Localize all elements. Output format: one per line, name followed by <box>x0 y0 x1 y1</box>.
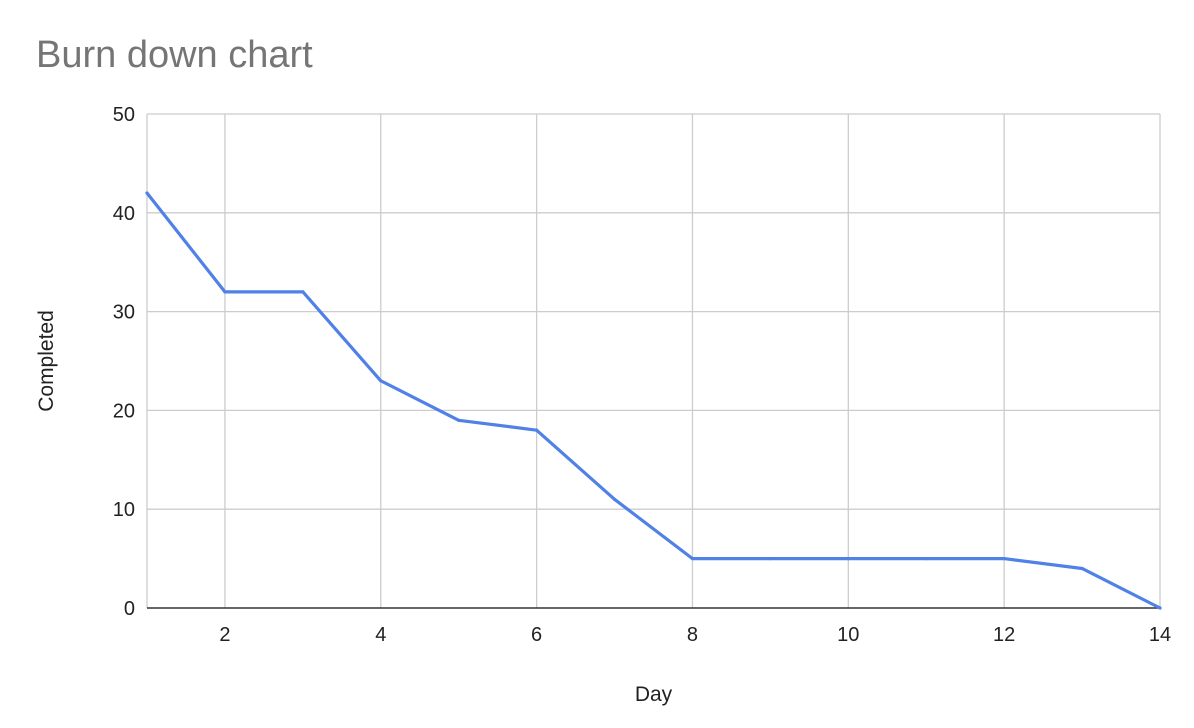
data-point <box>612 497 617 501</box>
data-point <box>924 557 928 561</box>
x-tick-label: 12 <box>993 624 1015 646</box>
data-point <box>846 557 850 561</box>
data-point <box>768 557 772 561</box>
series-line <box>145 191 1162 610</box>
y-axis-tick-labels: 0 10 20 30 40 50 <box>113 104 135 620</box>
y-tick-label: 30 <box>113 302 135 324</box>
y-axis-title: Completed <box>35 310 58 412</box>
x-axis-tick-labels: 2 4 6 8 10 12 14 <box>219 624 1171 646</box>
data-point <box>1158 606 1162 610</box>
x-tick-label: 6 <box>531 624 542 646</box>
x-tick-label: 8 <box>687 624 698 646</box>
data-point <box>1002 557 1006 561</box>
y-tick-label: 40 <box>113 203 135 225</box>
vertical-gridlines <box>146 114 1161 608</box>
y-tick-label: 0 <box>124 598 135 620</box>
y-tick-label: 50 <box>113 104 135 126</box>
x-tick-label: 2 <box>219 624 230 646</box>
x-tick-label: 10 <box>837 624 859 646</box>
y-tick-label: 10 <box>113 499 135 521</box>
horizontal-gridlines <box>147 113 1160 510</box>
data-point <box>535 428 539 432</box>
data-point <box>301 290 305 294</box>
data-point <box>379 379 383 383</box>
data-point <box>223 290 227 294</box>
series-layer <box>145 191 1162 610</box>
chart-title: Burn down chart <box>36 34 313 76</box>
data-point <box>1080 566 1084 571</box>
data-point <box>457 418 461 422</box>
data-point <box>145 191 149 195</box>
x-tick-label: 4 <box>375 624 386 646</box>
x-axis-title: Day <box>635 683 673 706</box>
x-tick-label: 14 <box>1149 624 1171 646</box>
data-point <box>690 557 695 561</box>
y-tick-label: 20 <box>113 400 135 422</box>
